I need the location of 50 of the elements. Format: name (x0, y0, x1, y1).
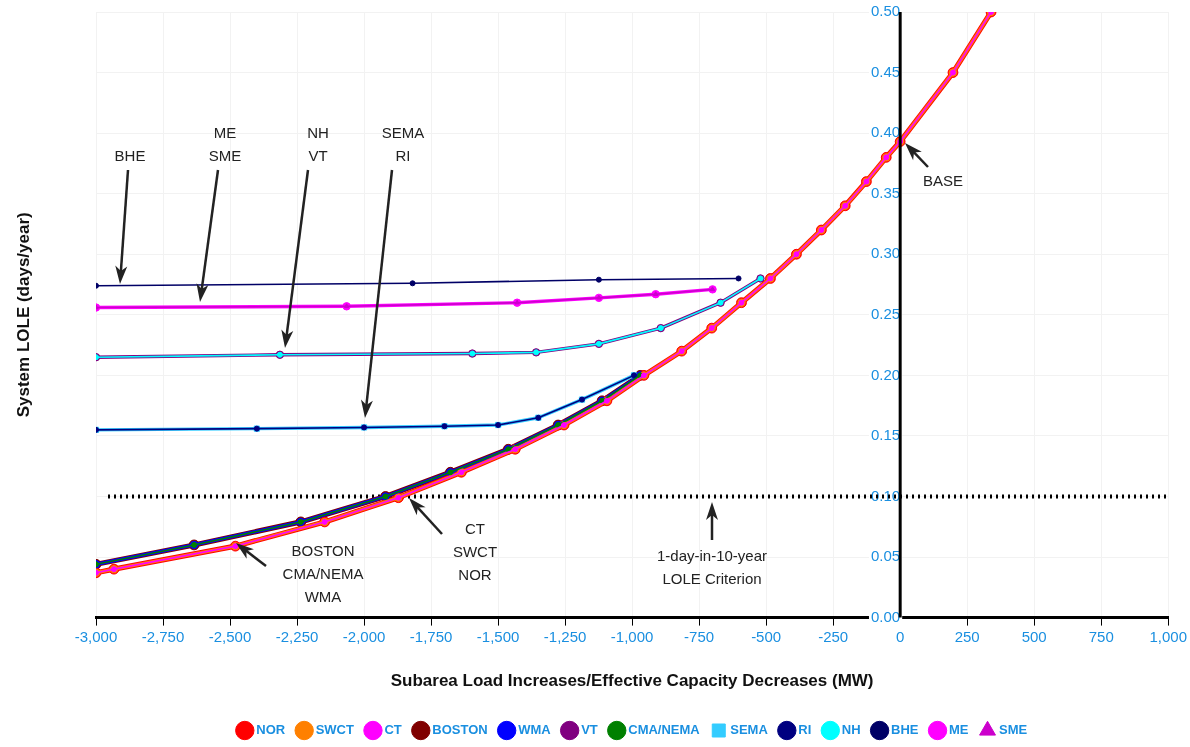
x-tick-label: -1,750 (409, 627, 453, 645)
annotation: SEMA RI (381, 123, 425, 164)
annotation: 1-day-in-10-year LOLE Criterion (656, 546, 768, 587)
x-tick-label: -2,500 (208, 627, 252, 645)
annotation: BHE (114, 147, 146, 165)
legend-label: NOR (256, 722, 286, 738)
x-tick-label: 1,000 (1149, 627, 1188, 645)
x-tick-label: -2,250 (275, 627, 319, 645)
x-tick-label: 750 (1088, 627, 1114, 645)
legend-label: ME (949, 722, 969, 738)
legend-label: CT (384, 722, 402, 738)
y-tick-label: 0.05 (870, 547, 901, 565)
x-tick-label: 250 (954, 627, 980, 645)
annotation: BOSTON CMA/NEMA WMA (282, 542, 364, 606)
legend-label: NH (841, 722, 861, 738)
x-tick-label: -2,000 (342, 627, 386, 645)
legend-label: BOSTON (432, 722, 488, 738)
x-tick-label: -1,500 (476, 627, 520, 645)
y-tick-label: 0.35 (870, 183, 901, 201)
y-tick-label: 0.20 (870, 365, 901, 383)
x-tick-label: -500 (751, 627, 782, 645)
legend-label: SEMA (730, 722, 769, 738)
legend-label: CMA/NEMA (628, 722, 701, 738)
y-axis-title: System LOLE (days/year) (13, 212, 33, 418)
x-tick-label: 500 (1021, 627, 1047, 645)
y-tick-label: 0.30 (870, 244, 901, 262)
legend-label: WMA (518, 722, 552, 738)
y-tick-label: 0.00 (870, 607, 901, 625)
y-tick-label: 0.40 (870, 123, 901, 141)
x-tick-label: -750 (684, 627, 715, 645)
y-tick-label: 0.25 (870, 304, 901, 322)
y-tick-label: 0.50 (870, 2, 901, 20)
annotation: CT SWCT NOR (452, 520, 498, 584)
x-axis-title: Subarea Load Increases/Effective Capacity Decreases (MW) (390, 671, 874, 691)
x-tick-label: -1,250 (543, 627, 587, 645)
x-tick-label: -2,750 (141, 627, 185, 645)
annotation: ME SME (208, 123, 242, 164)
x-tick-label: -250 (818, 627, 849, 645)
legend-label: SME (999, 722, 1028, 738)
x-tick-label: -1,000 (610, 627, 654, 645)
x-tick-label: 0 (896, 627, 905, 645)
legend-label: BHE (891, 722, 919, 738)
x-tick-label: -3,000 (74, 627, 118, 645)
legend-label: SWCT (315, 722, 355, 738)
y-tick-label: 0.15 (870, 426, 901, 444)
legend-label: VT (581, 722, 598, 738)
annotation: NH VT (307, 123, 329, 164)
legend-label: RI (798, 722, 812, 738)
y-tick-label: 0.45 (870, 62, 901, 80)
annotation: BASE (922, 172, 964, 190)
